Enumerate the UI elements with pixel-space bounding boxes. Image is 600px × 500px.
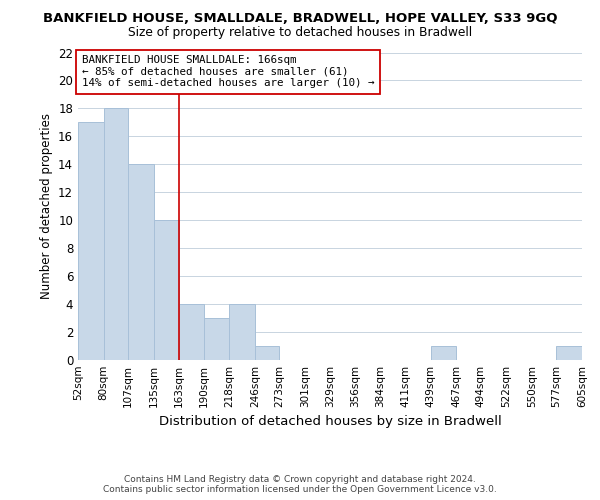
- Bar: [128, 164, 154, 360]
- Text: Size of property relative to detached houses in Bradwell: Size of property relative to detached ho…: [128, 26, 472, 39]
- Text: BANKFIELD HOUSE, SMALLDALE, BRADWELL, HOPE VALLEY, S33 9GQ: BANKFIELD HOUSE, SMALLDALE, BRADWELL, HO…: [43, 12, 557, 26]
- Bar: [154, 220, 179, 360]
- Text: BANKFIELD HOUSE SMALLDALE: 166sqm
← 85% of detached houses are smaller (61)
14% : BANKFIELD HOUSE SMALLDALE: 166sqm ← 85% …: [82, 56, 374, 88]
- Bar: [104, 108, 128, 360]
- Bar: [255, 346, 280, 360]
- Bar: [78, 122, 104, 360]
- Y-axis label: Number of detached properties: Number of detached properties: [40, 114, 53, 299]
- Bar: [179, 304, 204, 360]
- Text: Contains HM Land Registry data © Crown copyright and database right 2024.
Contai: Contains HM Land Registry data © Crown c…: [103, 474, 497, 494]
- X-axis label: Distribution of detached houses by size in Bradwell: Distribution of detached houses by size …: [158, 416, 502, 428]
- Bar: [556, 346, 582, 360]
- Bar: [229, 304, 255, 360]
- Bar: [431, 346, 456, 360]
- Bar: [204, 318, 229, 360]
